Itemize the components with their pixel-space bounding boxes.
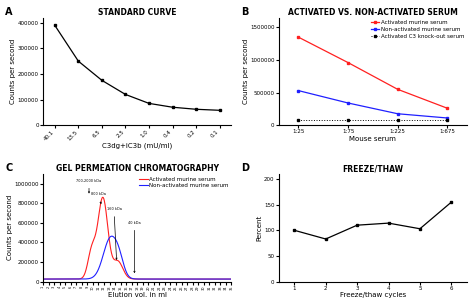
Title: STANDARD CURVE: STANDARD CURVE — [98, 8, 176, 17]
X-axis label: C3dg+iC3b (mU/ml): C3dg+iC3b (mU/ml) — [102, 143, 173, 149]
Text: 160 kDa: 160 kDa — [107, 207, 121, 259]
X-axis label: Freeze/thaw cycles: Freeze/thaw cycles — [340, 292, 406, 298]
Y-axis label: Counts per second: Counts per second — [7, 195, 13, 260]
Legend: Activated murine serum, Non-activated murine serum: Activated murine serum, Non-activated mu… — [139, 177, 228, 188]
Text: 700-2000 kDa: 700-2000 kDa — [76, 179, 101, 193]
Text: B: B — [241, 7, 248, 17]
Text: 800 kDa: 800 kDa — [91, 192, 106, 203]
Text: 40 kDa: 40 kDa — [128, 221, 141, 273]
Text: D: D — [241, 163, 249, 173]
Y-axis label: Counts per second: Counts per second — [10, 39, 17, 104]
X-axis label: Mouse serum: Mouse serum — [349, 136, 396, 142]
Text: C: C — [5, 163, 13, 173]
Text: A: A — [5, 7, 13, 17]
X-axis label: Elution vol. in ml: Elution vol. in ml — [108, 292, 167, 298]
Title: ACTIVATED VS. NON-ACTIVATED SERUM: ACTIVATED VS. NON-ACTIVATED SERUM — [288, 8, 458, 17]
Title: FREEZE/THAW: FREEZE/THAW — [342, 164, 403, 173]
Y-axis label: Counts per second: Counts per second — [243, 39, 248, 104]
Y-axis label: Percent: Percent — [256, 215, 263, 241]
Title: GEL PERMEATION CHROMATOGRAPHY: GEL PERMEATION CHROMATOGRAPHY — [56, 164, 219, 173]
Legend: Activated murine serum, Non-activated murine serum, Activated C3 knock-out serum: Activated murine serum, Non-activated mu… — [371, 20, 464, 39]
